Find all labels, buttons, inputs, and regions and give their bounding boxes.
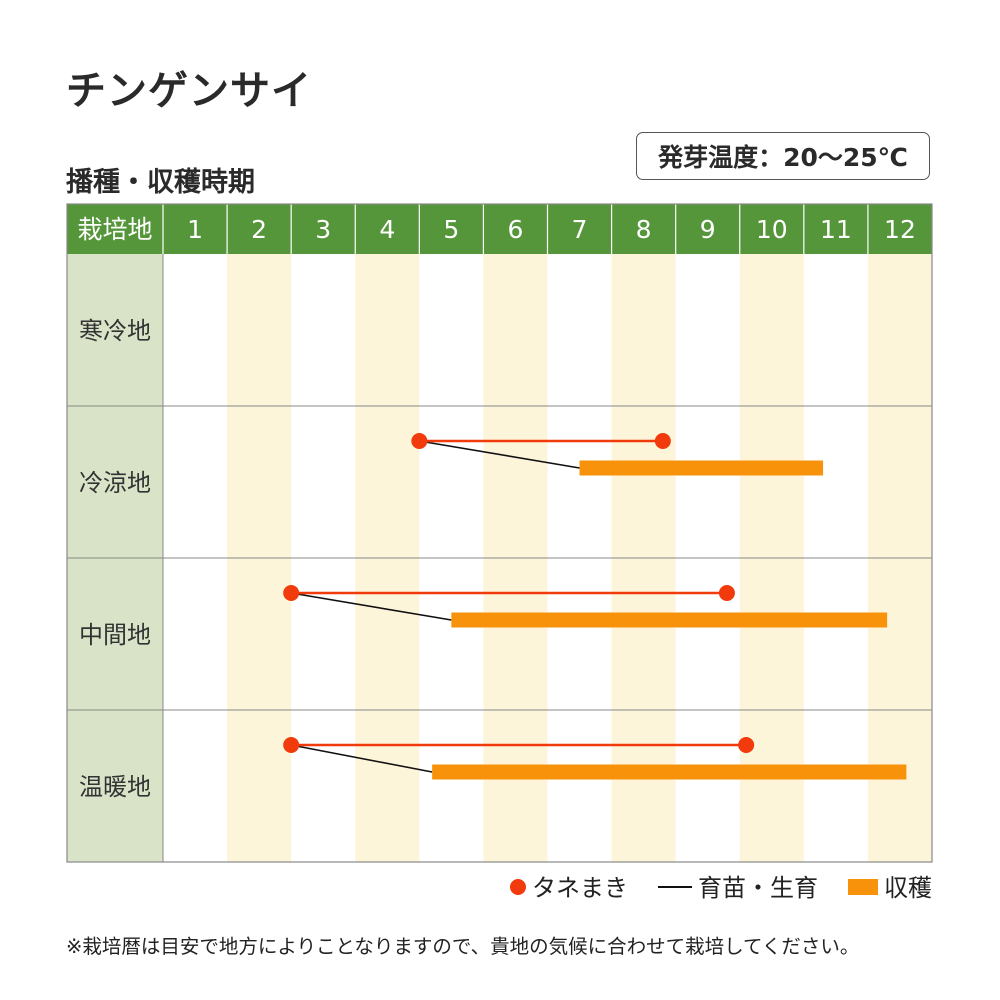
harvest-bar-4 xyxy=(432,764,907,780)
growing-line-3 xyxy=(291,592,452,621)
sowing-end-dot-3 xyxy=(718,585,735,601)
month-label-7: 7 xyxy=(572,215,588,244)
growing-line-4 xyxy=(291,744,433,773)
month-label-2: 2 xyxy=(251,215,267,244)
sowing-start-dot-4 xyxy=(283,737,300,753)
legend-growing-label: 育苗・生育 xyxy=(698,874,818,902)
sowing-start-dot-3 xyxy=(283,585,300,601)
month-label-12: 12 xyxy=(884,215,916,244)
legend-sowing-marker xyxy=(510,879,526,895)
month-header-row xyxy=(67,204,932,254)
month-label-6: 6 xyxy=(508,215,524,244)
page-title: チンゲンサイ xyxy=(66,68,312,114)
month-label-4: 4 xyxy=(379,215,395,244)
footer-note: ※栽培暦は目安で地方によりことなりますので、貴地の気候に合わせて栽培してください… xyxy=(66,935,860,958)
month-label-8: 8 xyxy=(636,215,652,244)
legend-harvest-label: 収穫 xyxy=(884,874,932,902)
month-label-10: 10 xyxy=(756,215,788,244)
region-label-4: 温暖地 xyxy=(79,773,151,801)
month-label-11: 11 xyxy=(820,215,852,244)
corner-label: 栽培地 xyxy=(77,215,152,244)
germination-temp-badge: 発芽温度：20～25℃ xyxy=(636,132,930,180)
chart-border xyxy=(66,203,933,863)
region-label-1: 寒冷地 xyxy=(79,317,151,345)
sowing-end-dot-2 xyxy=(654,433,671,449)
month-label-9: 9 xyxy=(700,215,716,244)
month-label-5: 5 xyxy=(443,215,459,244)
legend-harvest-marker xyxy=(848,879,878,895)
month-label-3: 3 xyxy=(315,215,331,244)
harvest-bar-2 xyxy=(579,460,824,476)
harvest-bar-3 xyxy=(451,612,888,628)
month-label-1: 1 xyxy=(187,215,203,244)
sowing-end-dot-4 xyxy=(738,737,755,753)
region-label-3: 中間地 xyxy=(79,621,151,649)
sowing-start-dot-2 xyxy=(411,433,428,449)
region-label-2: 冷涼地 xyxy=(79,469,151,497)
legend-sowing-label: タネまき xyxy=(532,874,628,902)
chart-subtitle: 播種・収穫時期 xyxy=(66,167,255,198)
growing-line-2 xyxy=(419,440,580,469)
